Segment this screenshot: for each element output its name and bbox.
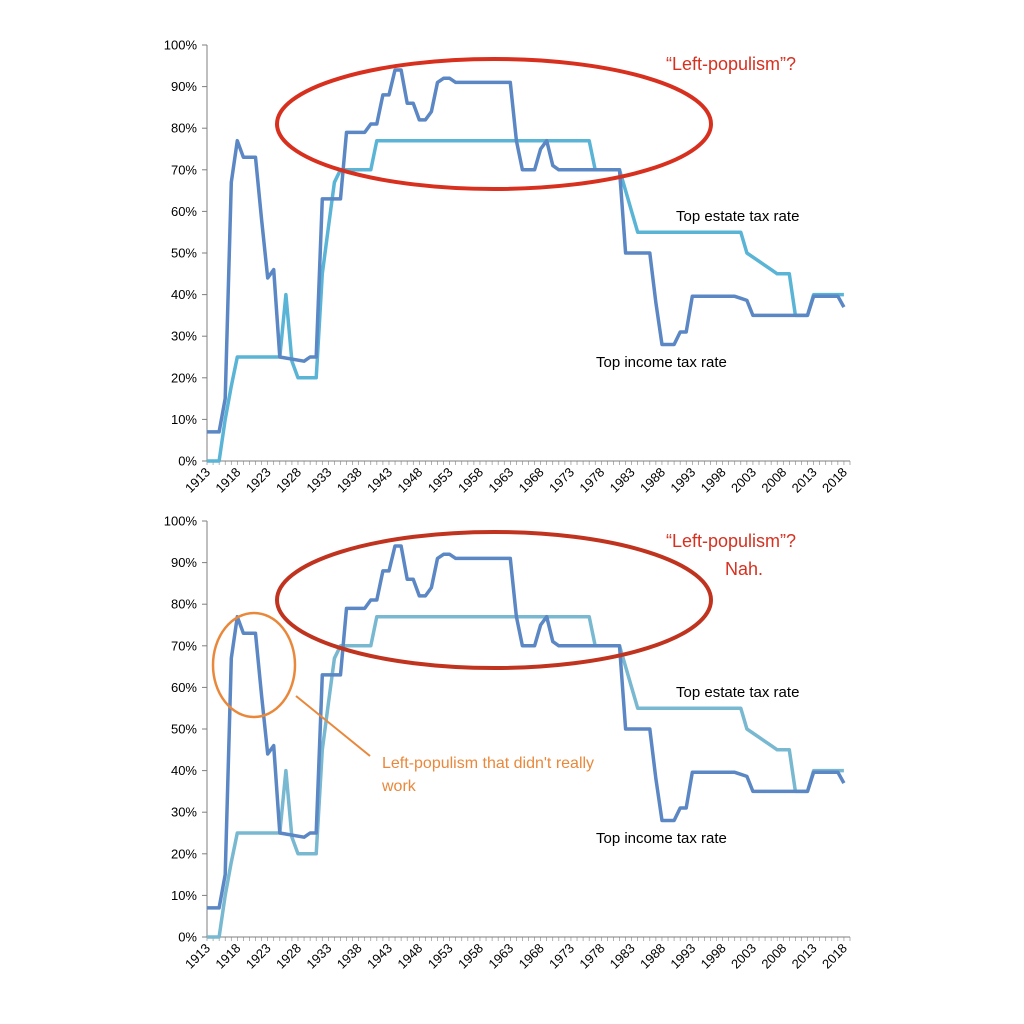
- x-tick-label: 1998: [698, 465, 729, 496]
- x-tick-label: 1978: [576, 465, 607, 496]
- x-tick-label: 1968: [516, 941, 547, 972]
- x-tick-label: 1958: [455, 941, 486, 972]
- y-tick-label: 50%: [171, 722, 197, 737]
- y-axis-ticks: 0% 10% 20% 30% 40% 50% 60% 70% 80% 90% 100%: [164, 38, 207, 469]
- x-tick-label: 1993: [667, 465, 698, 496]
- income-tax-line: [207, 68, 846, 434]
- x-tick-label: 1978: [576, 941, 607, 972]
- y-tick-label: 10%: [171, 888, 197, 903]
- y-tick-label: 70%: [171, 638, 197, 653]
- income-tax-label: Top income tax rate: [596, 830, 727, 847]
- y-tick-label: 0%: [178, 930, 197, 945]
- y-tick-label: 30%: [171, 329, 197, 344]
- x-tick-label: 1948: [394, 941, 425, 972]
- x-tick-label: 1953: [425, 941, 456, 972]
- y-tick-label: 100%: [164, 38, 198, 53]
- x-tick-label: 1923: [243, 941, 274, 972]
- x-tick-label: 1923: [243, 465, 274, 496]
- failed-populism-label-line2: work: [381, 778, 417, 795]
- x-tick-label: 1938: [334, 465, 365, 496]
- x-tick-label: 2008: [758, 465, 789, 496]
- failed-populism-connector: [295, 695, 371, 757]
- y-tick-label: 20%: [171, 846, 197, 861]
- x-tick-label: 1933: [303, 941, 334, 972]
- nah-label: Nah.: [725, 559, 763, 579]
- x-tick-label: 1913: [182, 941, 213, 972]
- x-tick-label: 1993: [667, 941, 698, 972]
- y-tick-label: 70%: [171, 162, 197, 177]
- x-tick-label: 1968: [516, 465, 547, 496]
- y-tick-label: 20%: [171, 370, 197, 385]
- x-tick-label: 2008: [758, 941, 789, 972]
- income-tax-label: Top income tax rate: [596, 354, 727, 371]
- x-tick-label: 1983: [607, 941, 638, 972]
- x-tick-label: 2018: [819, 465, 850, 496]
- left-populism-ellipse: [275, 530, 713, 670]
- y-tick-label: 100%: [164, 514, 198, 529]
- y-tick-label: 40%: [171, 763, 197, 778]
- y-tick-label: 30%: [171, 805, 197, 820]
- failed-populism-ellipse: [211, 611, 297, 719]
- x-axis-ticks: 1913 1918 1923 1928 1933 1938 1943 1948 1953 1958…: [182, 937, 851, 972]
- x-tick-label: 1973: [546, 465, 577, 496]
- left-populism-label: “Left-populism”?: [666, 54, 796, 74]
- estate-tax-label: Top estate tax rate: [676, 684, 799, 701]
- chart-top: 0%10%20%30%40%50%60%70%80%90%100% 1913 19…: [164, 38, 851, 496]
- y-axis-ticks: 0% 10% 20% 30% 40% 50% 60% 70% 80% 90% 100%: [164, 514, 207, 945]
- income-tax-line: [207, 544, 846, 910]
- y-tick-label: 90%: [171, 79, 197, 94]
- left-populism-ellipse: [275, 57, 713, 191]
- y-tick-label: 0%: [178, 454, 197, 469]
- y-tick-label: 80%: [171, 597, 197, 612]
- estate-tax-label: Top estate tax rate: [676, 208, 799, 225]
- x-tick-label: 1953: [425, 465, 456, 496]
- x-tick-label: 1918: [212, 465, 243, 496]
- x-tick-label: 1913: [182, 465, 213, 496]
- x-tick-label: 1928: [273, 941, 304, 972]
- left-populism-label: “Left-populism”?: [666, 531, 796, 551]
- x-tick-label: 1973: [546, 941, 577, 972]
- x-tick-label: 1943: [364, 941, 395, 972]
- x-tick-label: 1983: [607, 465, 638, 496]
- x-axis-ticks: 1913 1918 1923 1928 1933 1938 1943 1948 1953 1958…: [182, 461, 851, 496]
- y-tick-label: 80%: [171, 121, 197, 136]
- x-tick-label: 2013: [789, 941, 820, 972]
- y-tick-label: 40%: [171, 287, 197, 302]
- y-tick-label: 10%: [171, 412, 197, 427]
- chart-bottom: 0%10%20%30%40%50%60%70%80%90%100% 1913 19…: [164, 514, 851, 972]
- y-tick-label: 90%: [171, 555, 197, 570]
- y-tick-label: 50%: [171, 246, 197, 261]
- x-tick-label: 1938: [334, 941, 365, 972]
- x-tick-label: 1998: [698, 941, 729, 972]
- x-tick-label: 1948: [394, 465, 425, 496]
- x-tick-label: 1958: [455, 465, 486, 496]
- x-tick-label: 1963: [485, 941, 516, 972]
- x-tick-label: 1918: [212, 941, 243, 972]
- failed-populism-label-line1: Left-populism that didn't really: [382, 755, 594, 772]
- y-tick-label: 60%: [171, 680, 197, 695]
- x-tick-label: 1933: [303, 465, 334, 496]
- x-tick-label: 2018: [819, 941, 850, 972]
- x-tick-label: 1943: [364, 465, 395, 496]
- x-tick-label: 2013: [789, 465, 820, 496]
- x-tick-label: 2003: [728, 465, 759, 496]
- x-tick-label: 1963: [485, 465, 516, 496]
- x-tick-label: 1988: [637, 941, 668, 972]
- x-tick-label: 1928: [273, 465, 304, 496]
- x-tick-label: 2003: [728, 941, 759, 972]
- x-tick-label: 1988: [637, 465, 668, 496]
- y-tick-label: 60%: [171, 204, 197, 219]
